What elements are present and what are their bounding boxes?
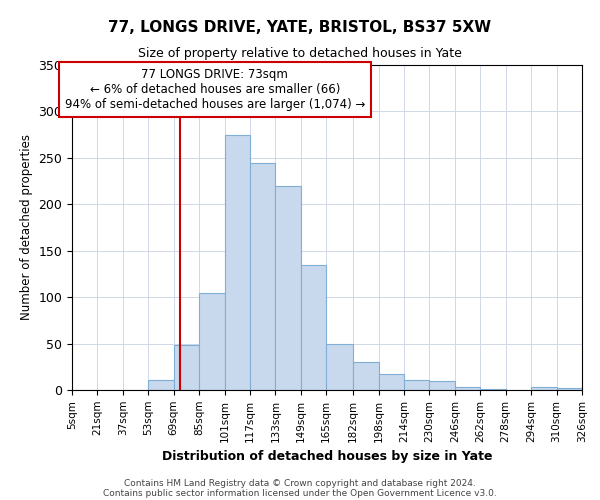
Text: Size of property relative to detached houses in Yate: Size of property relative to detached ho… xyxy=(138,48,462,60)
Text: Contains HM Land Registry data © Crown copyright and database right 2024.: Contains HM Land Registry data © Crown c… xyxy=(124,478,476,488)
Bar xyxy=(326,344,353,390)
Bar xyxy=(481,389,506,390)
Text: 77, LONGS DRIVE, YATE, BRISTOL, BS37 5XW: 77, LONGS DRIVE, YATE, BRISTOL, BS37 5XW xyxy=(109,20,491,35)
Bar xyxy=(557,388,582,390)
X-axis label: Distribution of detached houses by size in Yate: Distribution of detached houses by size … xyxy=(162,450,492,463)
Bar xyxy=(455,387,481,390)
Bar xyxy=(173,346,199,390)
Bar xyxy=(148,380,173,390)
Y-axis label: Number of detached properties: Number of detached properties xyxy=(20,134,33,320)
Bar xyxy=(199,292,224,390)
Bar xyxy=(224,134,250,390)
Bar xyxy=(430,380,455,390)
Bar xyxy=(353,362,379,390)
Text: 77 LONGS DRIVE: 73sqm
← 6% of detached houses are smaller (66)
94% of semi-detac: 77 LONGS DRIVE: 73sqm ← 6% of detached h… xyxy=(65,68,365,112)
Bar xyxy=(250,164,275,390)
Bar xyxy=(531,387,557,390)
Bar xyxy=(404,380,430,390)
Bar xyxy=(301,264,326,390)
Bar xyxy=(379,374,404,390)
Text: Contains public sector information licensed under the Open Government Licence v3: Contains public sector information licen… xyxy=(103,488,497,498)
Bar xyxy=(275,186,301,390)
